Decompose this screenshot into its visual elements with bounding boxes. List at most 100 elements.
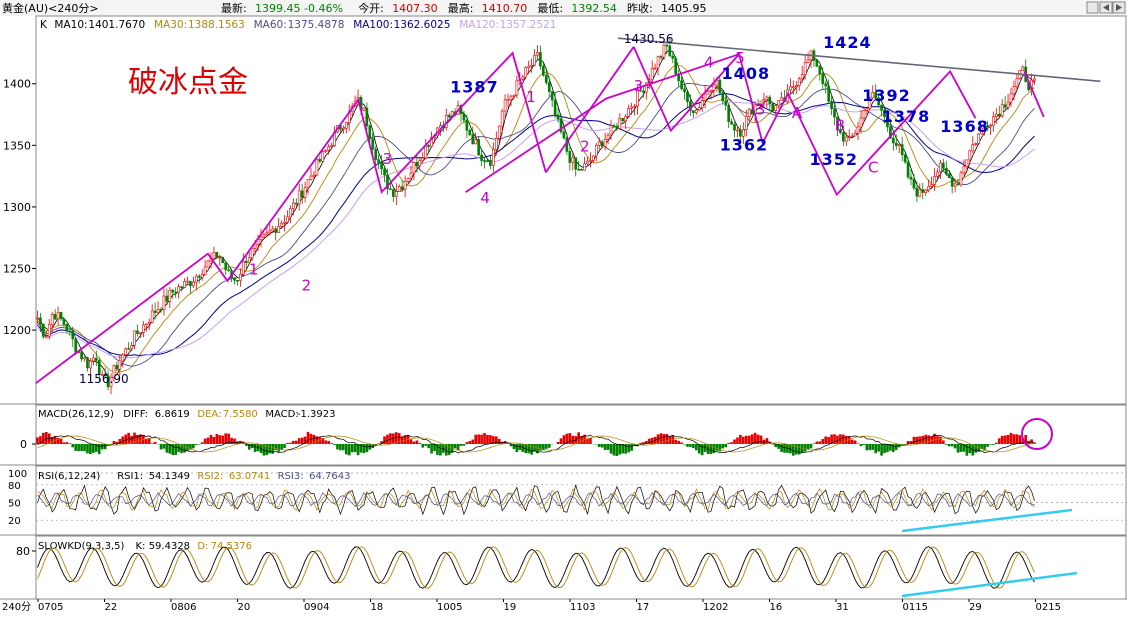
candle-body: [997, 113, 1001, 117]
candle-body: [415, 162, 419, 167]
candle-body: [674, 58, 678, 75]
price-label: 1156.90: [79, 372, 129, 386]
rsi-tick-label: 20: [8, 516, 21, 527]
candle-body: [380, 162, 383, 170]
candle-body: [183, 281, 186, 288]
x-tick-label: 0705: [38, 602, 63, 613]
x-tick-label: 0115: [903, 602, 928, 613]
price-tick-label: 1250: [3, 263, 31, 276]
candle-body: [374, 148, 378, 160]
candle-body: [644, 82, 648, 93]
candle-body: [712, 84, 716, 91]
candle-body: [406, 178, 410, 182]
candle-body: [568, 151, 572, 163]
candle-body: [389, 188, 392, 190]
candle-body: [803, 62, 807, 75]
candle-body: [850, 135, 854, 138]
candle-body: [109, 376, 113, 388]
candle-body: [621, 118, 625, 122]
candle-body: [92, 357, 95, 362]
candle-body: [103, 373, 107, 377]
header-bar: [0, 0, 1127, 16]
candle-body: [774, 105, 778, 111]
ma-legend-value: 1357.2521: [500, 19, 557, 31]
candle-body: [771, 103, 775, 111]
quote-strip: 最新: 1399.45 -0.46% 今开: 1407.30 最高: 1410.70 最低:…: [221, 1, 707, 15]
candle-body: [759, 100, 763, 106]
indicator-name: DIFF:: [123, 409, 148, 420]
candle-body: [392, 189, 395, 197]
quote-label: 昨收:: [627, 1, 653, 15]
candle-body: [144, 323, 148, 326]
candle-body: [733, 124, 736, 131]
candle-body: [168, 289, 172, 302]
price-label: 1362: [720, 135, 769, 154]
candle-body: [130, 345, 133, 350]
candle-body: [1033, 78, 1036, 81]
x-tick-label: 19: [504, 602, 517, 613]
candle-body: [703, 93, 707, 101]
top-right-buttons[interactable]: [1086, 1, 1126, 14]
candle-body: [362, 107, 366, 111]
candle-body: [862, 110, 866, 119]
candle-body: [627, 108, 630, 117]
x-tick-label: 18: [371, 602, 384, 613]
candle-body: [1009, 93, 1013, 103]
candle-body: [306, 179, 310, 189]
candle-body: [294, 202, 298, 205]
candle-body: [918, 189, 922, 197]
candle-body: [303, 187, 307, 198]
restore-icon[interactable]: [1086, 1, 1099, 14]
indicator-label: MACD(26,12,9): [38, 409, 114, 420]
candle-body: [692, 110, 695, 113]
candle-body: [892, 137, 895, 144]
candle-body: [856, 126, 860, 134]
candle-body: [156, 309, 160, 313]
panel-frame: [35, 15, 1127, 405]
candle-body: [368, 125, 372, 140]
period-tab[interactable]: 240分: [2, 601, 31, 613]
candle-body: [247, 257, 251, 263]
indicator-name: RSI2:: [197, 471, 223, 482]
candle-body: [668, 45, 672, 57]
candle-body: [818, 66, 822, 75]
candle-body: [133, 330, 136, 346]
candle-body: [489, 160, 492, 166]
rsi-tick-label: 100: [8, 469, 27, 480]
candle-body: [592, 155, 595, 161]
candle-body: [162, 295, 166, 310]
candle-body: [939, 162, 942, 173]
candle-body: [530, 64, 533, 67]
candle-body: [600, 141, 604, 147]
candle-body: [633, 105, 636, 108]
candle-body: [989, 124, 992, 128]
x-tick-label: 16: [770, 602, 783, 613]
kd-support-line: [901, 571, 1078, 598]
candle-body: [556, 114, 560, 120]
candle-body: [515, 80, 519, 96]
candle-body: [403, 180, 407, 190]
price-label: 1408: [722, 64, 771, 83]
candle-body: [83, 357, 86, 360]
candle-body: [418, 160, 422, 167]
price-label: 1352: [809, 150, 858, 169]
candle-body: [562, 131, 566, 139]
ma-legend-name: K: [40, 19, 48, 31]
instrument-name: 黄金(AU)<240分>: [2, 1, 99, 15]
candle-body: [756, 104, 760, 107]
candle-body: [321, 151, 325, 162]
candle-body: [947, 173, 951, 179]
x-tick-label: 22: [105, 602, 118, 613]
candle-body: [1015, 78, 1019, 87]
x-tick-label: 20: [238, 602, 251, 613]
candle-body: [577, 168, 580, 171]
candle-body: [65, 323, 69, 332]
macd-dea-line: [37, 435, 1035, 453]
ma-line: [37, 83, 1035, 367]
candle-body: [700, 100, 704, 108]
candle-body: [744, 116, 748, 130]
ma-legend-name: MA60:: [254, 19, 287, 31]
candle-body: [986, 125, 989, 128]
candle-body: [47, 324, 51, 337]
candle-body: [212, 252, 216, 260]
